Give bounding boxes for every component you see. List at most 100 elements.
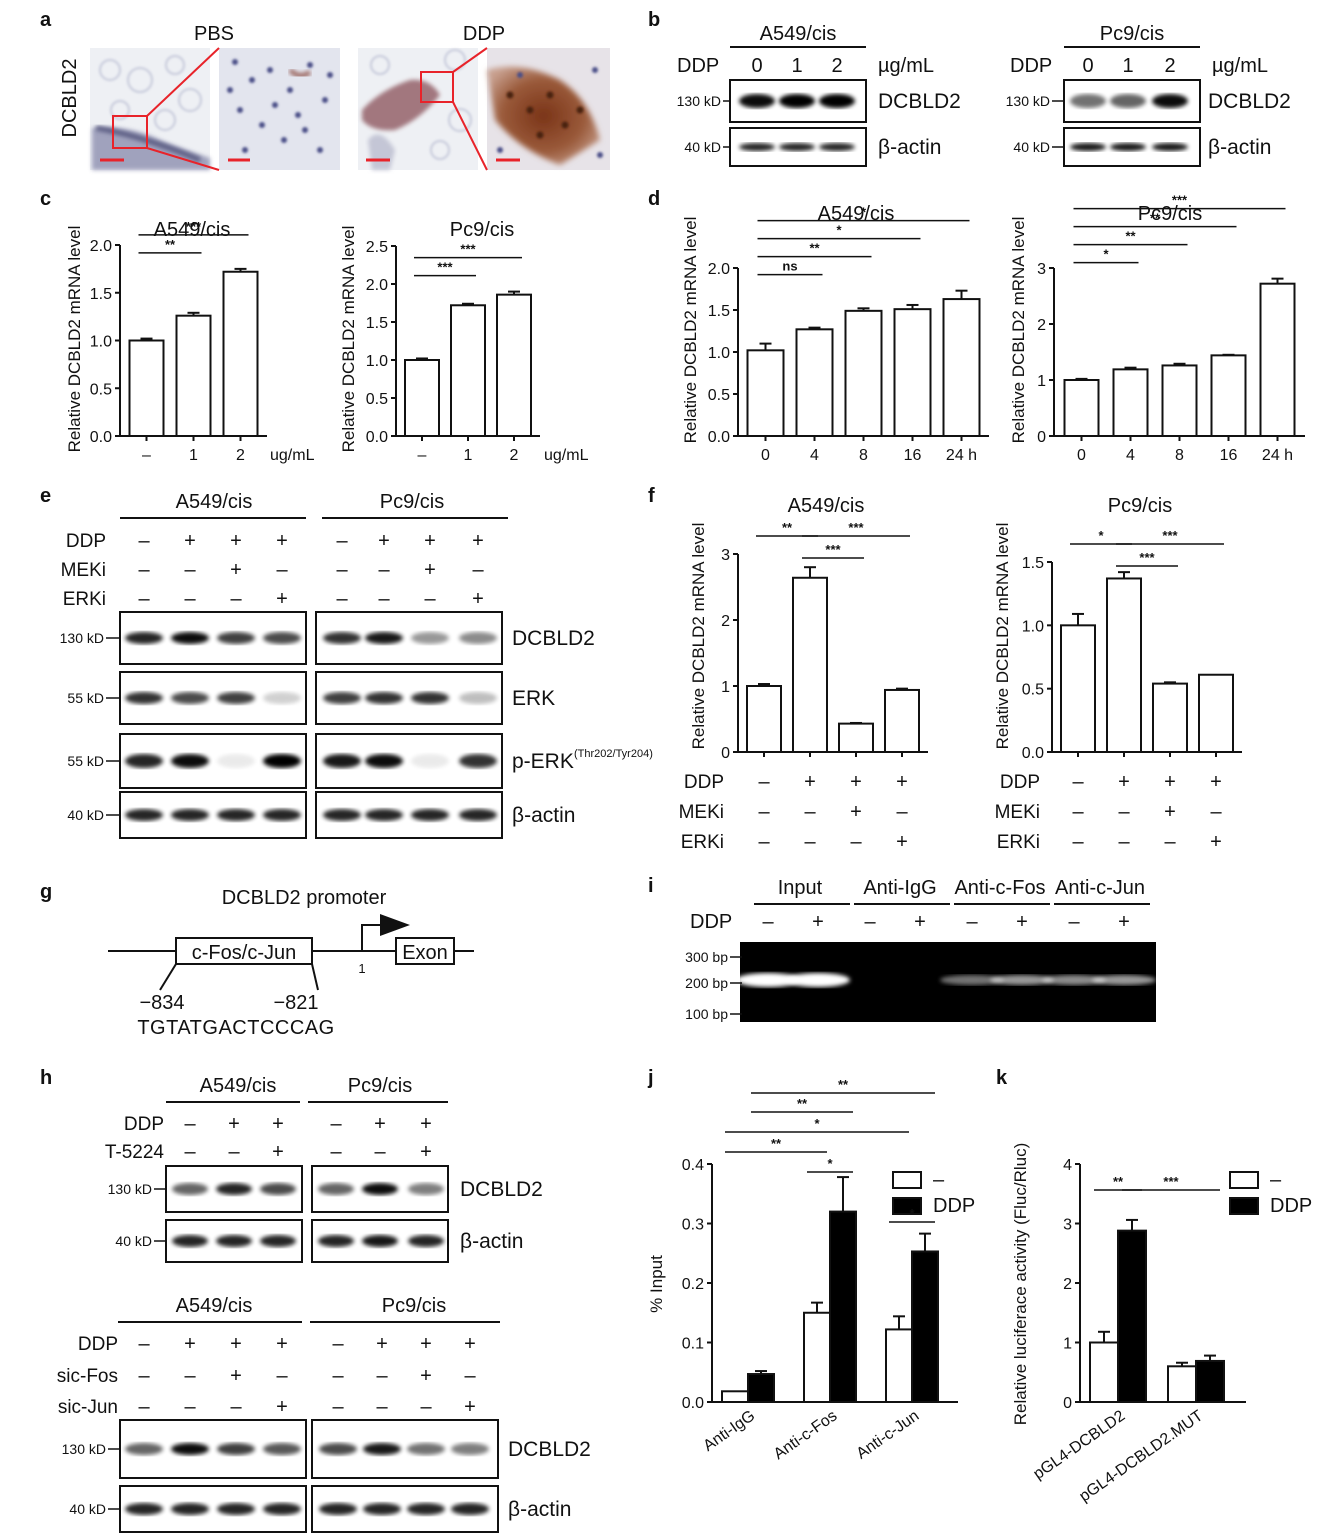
wb-h1-treatment-label: DDP: [124, 1114, 164, 1135]
site-right-tick: [311, 963, 319, 991]
wb-h2-band: [171, 1443, 209, 1455]
wb-h2-band: [363, 1443, 401, 1455]
wb-h2-band: [319, 1443, 357, 1455]
wb-h1-band: [260, 1235, 296, 1247]
wb-b-band: [819, 94, 855, 108]
wb-h1-treatment-sign: +: [420, 1113, 432, 1135]
panel-g: DCBLD2 promoter c-Fos/c-Jun Exon 1 −834 …: [108, 887, 474, 1039]
bar: [1195, 1359, 1225, 1403]
wb-e-band: [217, 632, 255, 644]
wb-h2-band: [263, 1503, 301, 1515]
wb-e-treatment-sign: –: [336, 559, 348, 581]
bar-chart-f-4: A549/cis Relative DCBLD2 mRNA level 0 1 2 3 DD…: [679, 495, 928, 853]
wb-e-treatment-label: ERKi: [63, 589, 106, 610]
y-tick-label: 0.3: [682, 1217, 704, 1234]
wb-h1-treatment-sign: –: [184, 1113, 196, 1135]
y-tick-label: 3: [1037, 261, 1046, 278]
wb-b-kd-label: 130 kD: [1006, 93, 1050, 109]
y-tick-label: 2.0: [708, 261, 730, 278]
wb-h1-protein-label: β-actin: [460, 1230, 523, 1253]
significance-label: **: [1150, 211, 1161, 226]
wb-e-band: [365, 692, 403, 704]
y-tick-label: 0: [1063, 1395, 1072, 1412]
treatment-sign: –: [758, 831, 770, 853]
wb-e-band: [411, 632, 449, 644]
wb-h2-treatment-sign: +: [276, 1333, 288, 1355]
site-sequence: TGTATGACTCCCAG: [137, 1017, 334, 1039]
x-tick-label: –: [142, 447, 151, 464]
wb-e-band: [411, 692, 449, 704]
wb-h2-band: [263, 1443, 301, 1455]
significance-label: **: [1125, 229, 1136, 244]
chart-title: Pc9/cis: [450, 219, 514, 241]
gel-marker-label: 200 bp: [685, 975, 728, 991]
wb-e-protein-label: β-actin: [512, 804, 575, 827]
panel-label-f: f: [648, 485, 655, 507]
treatment-sign: +: [1210, 771, 1222, 793]
y-tick-label: 0.0: [708, 429, 730, 446]
wb-h1-band: [408, 1235, 444, 1247]
treatment-sign: –: [1072, 801, 1084, 823]
promoter-site-box: [175, 937, 313, 965]
bar: [175, 314, 212, 438]
wb-h2-treatment-sign: –: [138, 1365, 150, 1387]
wb-b-cell-label: A549/cis: [760, 23, 837, 45]
wb-e-protein-superscript: (Thr202/Tyr204): [574, 748, 653, 760]
wb-h1-treatment-sign: +: [272, 1141, 284, 1163]
y-tick-label: 1.0: [90, 334, 112, 351]
legend-swatch: [892, 1197, 922, 1215]
y-tick-label: 1.5: [1022, 555, 1044, 572]
legend-swatch: [1229, 1171, 1259, 1189]
wb-e-kd-label: 40 kD: [67, 807, 104, 823]
treatment-sign: –: [804, 831, 816, 853]
significance-label: ***: [1163, 1174, 1179, 1189]
ihc-pbs-lowmag: [90, 48, 210, 170]
x-tick-label: 1: [189, 447, 198, 464]
wb-h2-treatment-sign: –: [276, 1365, 288, 1387]
grouped-chart-j: % Input 0.0 0.1 0.2 0.3 0.4 Anti-IgG Anti-c-Fos…: [647, 1077, 975, 1463]
wb-h2-kd-label: 40 kD: [69, 1501, 106, 1517]
chart-ylabel: Relative DCBLD2 mRNA level: [339, 226, 358, 453]
wb-h2-band: [451, 1503, 489, 1515]
wb-b-band: [1110, 94, 1146, 108]
wb-h2-band: [363, 1503, 401, 1515]
wb-e-protein-label: p-ERK: [512, 750, 574, 773]
bar: [746, 349, 785, 438]
gel-band: [736, 973, 800, 987]
bar: [1152, 682, 1188, 753]
treatment-label: ERKi: [997, 832, 1040, 853]
ihc-ylabel: DCBLD2: [59, 59, 81, 138]
wb-e-band: [411, 754, 449, 768]
y-tick-label: 0.0: [90, 429, 112, 446]
wb-b-dose-label: 1: [791, 55, 802, 77]
x-tick-label: 8: [859, 447, 868, 464]
significance-label: *: [814, 1116, 820, 1131]
gel-treatment-sign: +: [1016, 911, 1028, 933]
wb-e-treatment-sign: –: [336, 588, 348, 610]
ihc-ddp-label: DDP: [463, 23, 505, 45]
promoter-title: DCBLD2 promoter: [222, 887, 387, 909]
wb-h1-kd-label: 130 kD: [108, 1181, 152, 1197]
y-tick-label: 1: [721, 679, 730, 696]
site-left-tick: [159, 963, 177, 991]
wb-e-treatment-sign: –: [138, 559, 150, 581]
wb-e-treatment-sign: +: [424, 559, 436, 581]
tss-label: 1: [358, 961, 365, 976]
significance-label: ***: [825, 542, 841, 557]
wb-e-band: [171, 754, 209, 768]
wb-e-treatment-sign: +: [230, 530, 242, 552]
panel-label-c: c: [40, 188, 51, 210]
significance-label: **: [838, 1077, 849, 1092]
wb-h1-band: [172, 1183, 208, 1195]
wb-h2-treatment-sign: +: [276, 1396, 288, 1418]
wb-e-band: [411, 809, 449, 821]
x-tick-label: 2: [236, 447, 245, 464]
gel-treatment-sign: –: [864, 911, 876, 933]
wb-e-treatment-sign: +: [230, 559, 242, 581]
x-tick-label: 4: [1126, 447, 1135, 464]
wb-e-treatment-sign: +: [424, 530, 436, 552]
wb-e-band: [171, 632, 209, 644]
wb-e-band: [459, 809, 497, 821]
y-tick-label: 1.5: [366, 315, 388, 332]
y-tick-label: 2.0: [90, 238, 112, 255]
